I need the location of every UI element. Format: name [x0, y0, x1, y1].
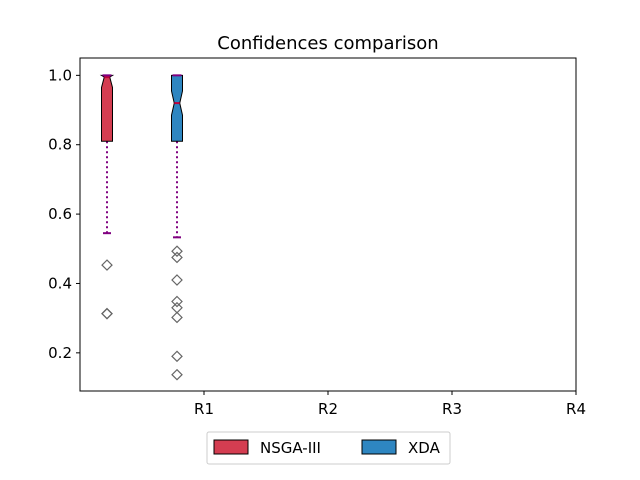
plot-area [79, 57, 577, 392]
y-tick-label: 0.2 [48, 344, 72, 362]
outlier-point [101, 307, 113, 320]
outlier-point [171, 311, 183, 324]
outlier-point [171, 350, 183, 363]
outlier-point [171, 301, 183, 314]
box [171, 74, 183, 142]
box [99, 74, 115, 142]
outlier-point [171, 274, 183, 286]
y-tick-label: 0.6 [48, 205, 72, 223]
outlier-point [171, 251, 183, 264]
legend-label: XDA [408, 439, 441, 457]
outlier-point [171, 245, 183, 258]
x-tick-label: R3 [442, 400, 462, 418]
y-tick-label: 0.8 [48, 136, 72, 154]
x-tick-label: R4 [566, 400, 586, 418]
y-axis: 0.2 0.4 0.6 0.8 1.0 [48, 66, 80, 362]
outlier-point [101, 259, 113, 271]
outlier-point [101, 307, 113, 320]
y-tick-label: 0.4 [48, 274, 72, 292]
outlier-point [171, 295, 183, 308]
chart-title: Confidences comparison [217, 33, 438, 54]
outlier-point [171, 368, 183, 381]
legend-label: NSGA-III [260, 439, 321, 457]
x-axis: R1 R2 R3 R4 [194, 391, 586, 418]
legend-swatch [213, 439, 249, 455]
box-series [99, 74, 183, 381]
y-tick-label: 1.0 [48, 66, 72, 84]
legend: NSGA-III XDA [206, 431, 451, 465]
legend-swatch [361, 439, 397, 455]
x-tick-label: R1 [194, 400, 214, 418]
x-tick-label: R2 [318, 400, 338, 418]
